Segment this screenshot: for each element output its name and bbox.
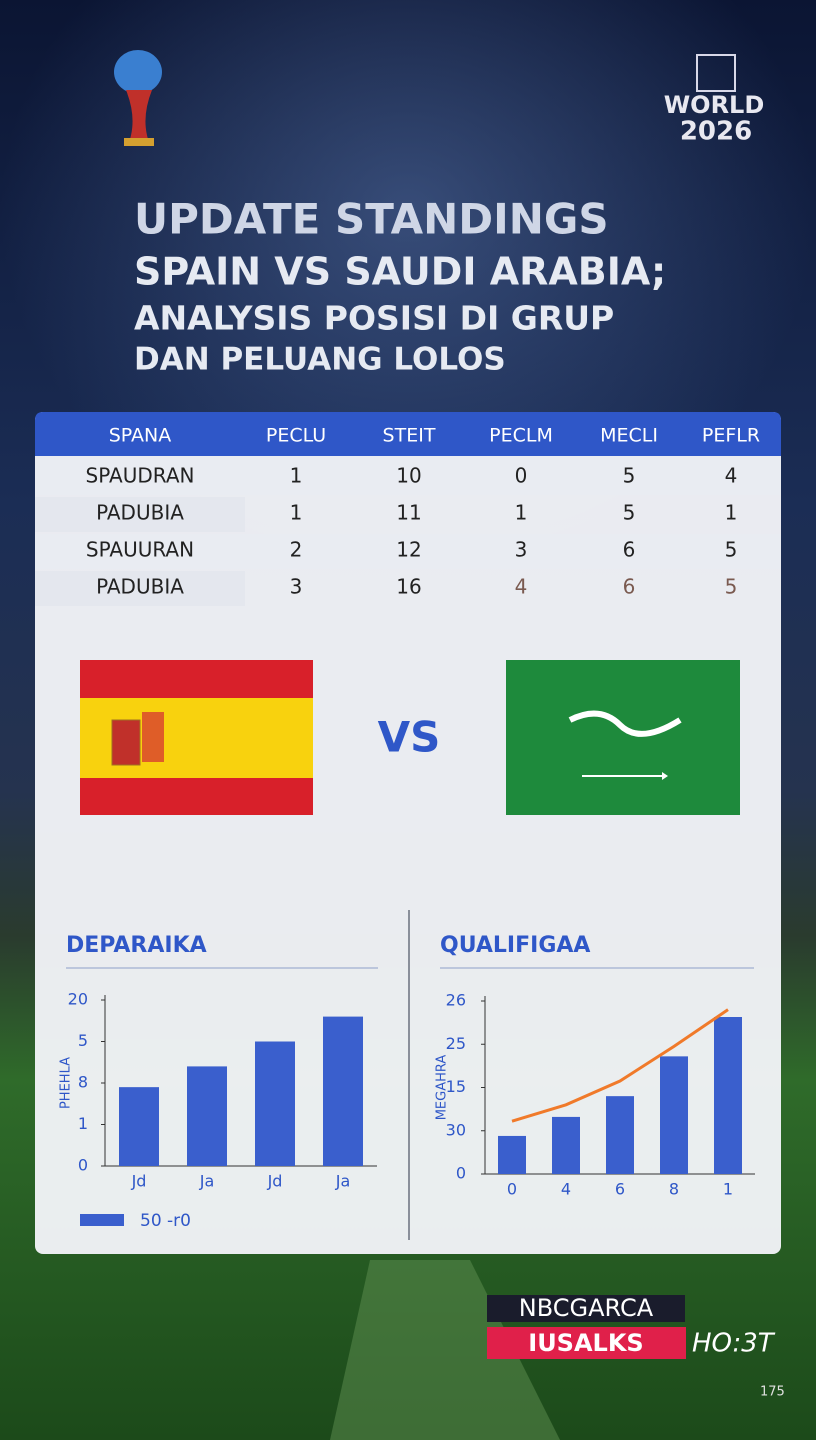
- title-line: DAN PELUANG LOLOS: [134, 342, 506, 378]
- chart-title: QUALIFIGAA: [440, 933, 590, 958]
- badge-main-box: [487, 1327, 686, 1359]
- cell: 3: [515, 538, 528, 562]
- row-band: [35, 497, 245, 532]
- bar: [119, 1087, 159, 1166]
- brand-year: 2026: [680, 117, 752, 147]
- column-header: PEFLR: [702, 425, 760, 447]
- column-header: SPANA: [109, 425, 172, 447]
- y-tick-label: 8: [78, 1073, 88, 1092]
- bar: [714, 1017, 742, 1174]
- table-header: [35, 412, 781, 456]
- y-tick-label: 25: [446, 1034, 466, 1053]
- saudi-flag: [506, 660, 740, 815]
- card: [35, 412, 781, 1254]
- title-line: SPAIN VS SAUDI ARABIA;: [134, 250, 666, 294]
- team-cell: SPAUURAN: [86, 538, 194, 562]
- bar: [660, 1056, 688, 1174]
- cup-logo: [114, 50, 162, 146]
- cell: 12: [396, 538, 421, 562]
- y-tick-label: 1: [78, 1114, 88, 1133]
- title-line: UPDATE STANDINGS: [134, 195, 609, 244]
- cell: 1: [725, 501, 738, 525]
- cell: 5: [725, 575, 738, 599]
- column-header: PECLM: [489, 425, 553, 447]
- row-band: [35, 571, 245, 606]
- x-tick-label: 6: [615, 1180, 625, 1199]
- cell: 16: [396, 575, 421, 599]
- bar: [606, 1096, 634, 1174]
- y-tick-label: 15: [446, 1077, 466, 1096]
- x-tick-label: 1: [723, 1180, 733, 1199]
- title-line: ANALYSIS POSISI DI GRUP: [134, 299, 614, 338]
- y-tick-label: 0: [456, 1164, 466, 1183]
- bar: [552, 1116, 580, 1174]
- y-axis-label: PHEHLA: [59, 1057, 74, 1109]
- bar: [255, 1041, 295, 1166]
- badge-top: NBCGARCA: [519, 1294, 654, 1322]
- cell: 4: [725, 464, 738, 488]
- cell: 6: [623, 538, 636, 562]
- cell: 5: [623, 464, 636, 488]
- x-tick-label: Jd: [131, 1172, 147, 1191]
- column-header: PECLU: [266, 425, 326, 447]
- x-tick-label: 8: [669, 1180, 679, 1199]
- page-number: 175: [760, 1385, 785, 1400]
- row-band: [35, 534, 781, 569]
- brand: WORLD: [664, 91, 765, 119]
- badge-side: HO:3T: [692, 1329, 776, 1359]
- bar: [187, 1066, 227, 1166]
- y-tick-label: 0: [78, 1156, 88, 1175]
- y-tick-label: 26: [446, 991, 466, 1010]
- y-axis-label: MEGAHRA: [435, 1055, 450, 1121]
- cell: 2: [290, 538, 303, 562]
- column-header: MECLI: [600, 425, 658, 447]
- cell: 3: [290, 575, 303, 599]
- x-tick-label: Ja: [335, 1172, 351, 1191]
- cell: 0: [515, 464, 528, 488]
- cell: 11: [396, 501, 421, 525]
- badge-top-box: [487, 1295, 685, 1322]
- fifa-box: [696, 54, 736, 92]
- bar: [498, 1135, 526, 1174]
- pitch-line: [330, 1260, 560, 1440]
- y-tick-label: 20: [68, 990, 88, 1009]
- badge-main: IUSALKS: [528, 1329, 643, 1357]
- cell: 5: [725, 538, 738, 562]
- legend-swatch: [80, 1214, 124, 1226]
- x-tick-label: 0: [507, 1180, 517, 1199]
- x-tick-label: Jd: [267, 1172, 283, 1191]
- y-tick-label: 5: [78, 1031, 88, 1050]
- cell: 10: [396, 464, 421, 488]
- team-cell: PADUBIA: [96, 501, 184, 525]
- y-tick-label: 30: [446, 1120, 466, 1139]
- bar: [323, 1016, 363, 1166]
- legend-label: 50 -r0: [140, 1211, 191, 1231]
- x-tick-label: Ja: [199, 1172, 215, 1191]
- spain-flag: [80, 660, 313, 815]
- cell: 5: [623, 501, 636, 525]
- cell: 1: [290, 464, 303, 488]
- cell: 4: [515, 575, 528, 599]
- cell: 6: [623, 575, 636, 599]
- team-cell: SPAUDRAN: [86, 464, 195, 488]
- cell: 1: [290, 501, 303, 525]
- line: [511, 1008, 729, 1123]
- team-cell: PADUBIA: [96, 575, 184, 599]
- row-band: [35, 460, 781, 495]
- chart-title: DEPARAIKA: [66, 933, 207, 958]
- x-tick-label: 4: [561, 1180, 571, 1199]
- column-header: STEIT: [383, 425, 436, 447]
- cell: 1: [515, 501, 528, 525]
- versus: VS: [378, 713, 441, 762]
